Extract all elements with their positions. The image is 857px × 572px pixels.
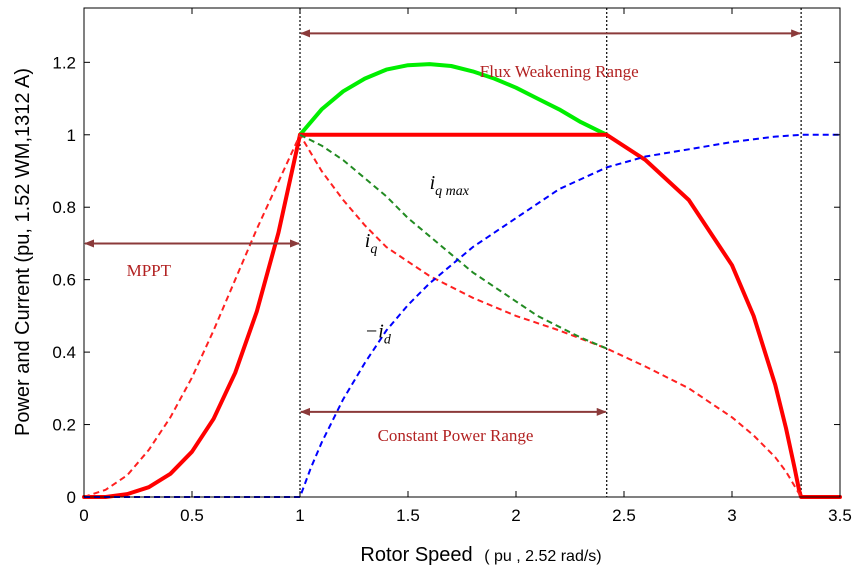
plot-area — [84, 8, 840, 497]
series-green-dashed — [299, 133, 608, 350]
y-tick-label-6: 1.2 — [52, 53, 76, 72]
y-tick-label-1: 0.2 — [52, 416, 76, 435]
x-tick-label-0: 0 — [79, 506, 88, 525]
range-label-2: Constant Power Range — [378, 426, 534, 445]
y-tick-label-0: 0 — [67, 488, 76, 507]
y-tick-label-4: 0.8 — [52, 198, 76, 217]
x-tick-label-2: 1 — [295, 506, 304, 525]
series-red-dashed — [83, 133, 802, 498]
series-green — [298, 62, 609, 137]
x-axis-label: Rotor Speed ( pu , 2.52 rad/s) — [360, 544, 601, 566]
x-tick-label-1: 0.5 — [180, 506, 204, 525]
x-axis-label-unit: ( pu , 2.52 rad/s) — [484, 548, 601, 565]
curve-label-2: −id — [365, 321, 392, 348]
x-tick-label-3: 1.5 — [396, 506, 420, 525]
series-red-thick — [82, 132, 842, 499]
x-tick-label-5: 2.5 — [612, 506, 636, 525]
y-tick-label-5: 1 — [67, 126, 76, 145]
x-axis-label-text: Rotor Speed — [360, 544, 472, 566]
x-tick-label-6: 3 — [727, 506, 736, 525]
y-tick-label-3: 0.6 — [52, 271, 76, 290]
curve-label-1: iq — [365, 230, 378, 257]
curve-label-0: iq max — [430, 172, 470, 199]
x-tick-label-4: 2 — [511, 506, 520, 525]
range-label-0: Flux Weakening Range — [480, 62, 639, 81]
x-tick-label-7: 3.5 — [828, 506, 852, 525]
range-label-1: MPPT — [127, 261, 172, 280]
series-blue-dashed — [84, 133, 840, 498]
plot-frame — [83, 7, 841, 498]
y-tick-label-2: 0.4 — [52, 343, 76, 362]
y-axis-label: Power and Current (pu, 1.52 WM,1312 A) — [12, 68, 34, 436]
